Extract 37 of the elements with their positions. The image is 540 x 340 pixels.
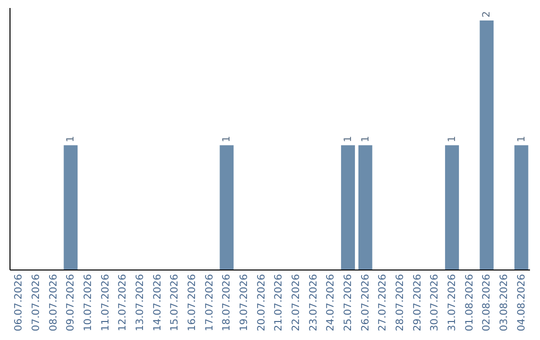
x-tick-label: 03.08.2026	[499, 274, 510, 332]
x-tick-label: 11.07.2026	[100, 274, 112, 332]
x-tick-label: 10.07.2026	[83, 274, 94, 332]
data-label: 1	[343, 136, 354, 142]
x-tick-label: 01.08.2026	[464, 274, 476, 332]
x-tick-label: 12.07.2026	[118, 274, 129, 332]
x-tick-label: 20.07.2026	[256, 274, 268, 332]
data-label: 1	[447, 136, 458, 142]
data-label: 1	[360, 136, 372, 142]
x-tick-label: 22.07.2026	[291, 274, 302, 332]
data-label: 2	[482, 11, 493, 18]
x-tick-label: 06.07.2026	[14, 274, 25, 332]
x-tick-label: 31.07.2026	[447, 274, 458, 332]
x-tick-label: 07.07.2026	[31, 274, 42, 332]
data-label: 1	[222, 136, 233, 142]
x-tick-label: 02.08.2026	[482, 274, 493, 332]
data-label: 1	[66, 136, 77, 142]
x-tick-label: 19.07.2026	[239, 274, 250, 332]
data-label: 1	[516, 136, 528, 142]
x-tick-label: 08.07.2026	[48, 274, 60, 332]
x-tick-label: 16.07.2026	[187, 274, 198, 332]
x-tick-label: 15.07.2026	[170, 274, 181, 332]
x-tick-label: 23.07.2026	[308, 274, 320, 332]
x-tick-label: 13.07.2026	[135, 274, 146, 332]
x-tick-label: 17.07.2026	[204, 274, 216, 332]
x-tick-label: 24.07.2026	[326, 274, 337, 332]
x-tick-label: 28.07.2026	[395, 274, 406, 332]
x-tick-label: 29.07.2026	[412, 274, 424, 332]
x-tick-label: 30.07.2026	[430, 274, 441, 332]
x-tick-label: 26.07.2026	[360, 274, 372, 332]
x-tick-label: 25.07.2026	[343, 274, 354, 332]
x-tick-label: 04.08.2026	[516, 274, 528, 332]
x-tick-label: 21.07.2026	[274, 274, 285, 332]
x-tick-label: 09.07.2026	[66, 274, 77, 332]
x-tick-label: 18.07.2026	[222, 274, 233, 332]
x-tick-label: 14.07.2026	[152, 274, 164, 332]
x-tick-label: 27.07.2026	[378, 274, 389, 332]
